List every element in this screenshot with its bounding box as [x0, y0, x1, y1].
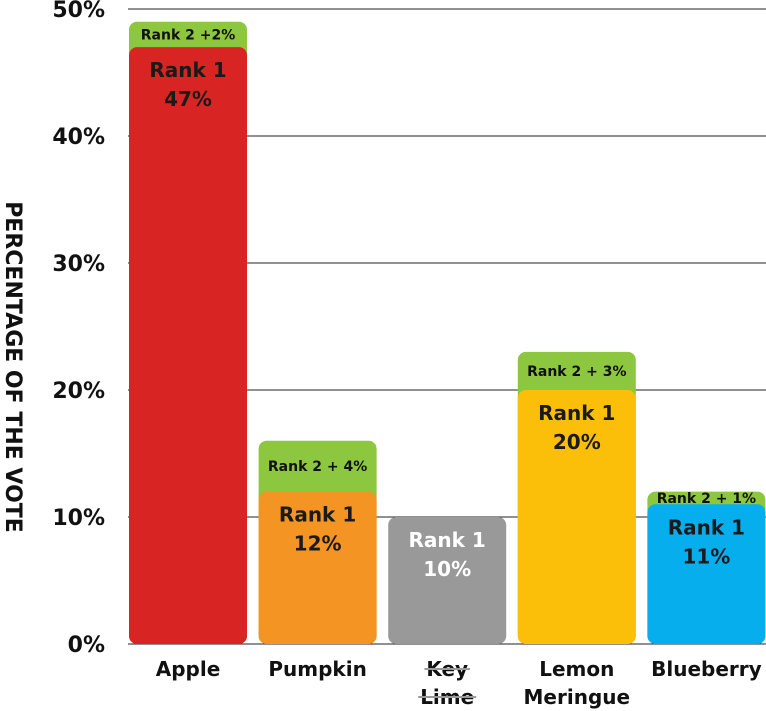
rank1-label: 10%: [423, 557, 471, 581]
category-labels: Apple Pumpkin KeyLimeLemonMeringueBlueberr…: [156, 657, 762, 709]
y-tick-label: 0%: [68, 633, 105, 658]
rank2-label: Rank 2 +2%: [141, 27, 236, 43]
rank2-label: Rank 2 + 4%: [268, 459, 367, 475]
rank1-label: 20%: [553, 430, 601, 454]
y-tick-label: 20%: [52, 379, 105, 404]
y-tick-label: 50%: [52, 0, 105, 23]
category-label: Blueberry: [651, 657, 762, 681]
y-tick-labels: 0% 10% 20% 30% 40% 50%: [52, 0, 105, 658]
category-label: Pumpkin: [268, 657, 366, 681]
y-axis-label: PERCENTAGE OF THE VOTE: [0, 201, 25, 533]
y-axis-label-group: PERCENTAGE OF THE VOTE: [0, 201, 25, 533]
y-tick-label: 40%: [52, 125, 105, 150]
y-tick-label: 30%: [52, 252, 105, 277]
rank2-label: Rank 2 + 1%: [657, 491, 756, 507]
rank1-label: 11%: [682, 544, 730, 568]
y-tick-label: 10%: [52, 506, 105, 531]
category-label: Lemon: [539, 657, 614, 681]
rank1-bar: [388, 517, 507, 644]
category-label: Meringue: [524, 685, 631, 709]
rank1-bar: [517, 390, 636, 644]
rank1-label: Rank 1: [538, 401, 615, 425]
rank2-label: Rank 2 + 3%: [527, 364, 626, 380]
rank1-label: 47%: [164, 87, 212, 111]
rank1-label: Rank 1: [668, 515, 745, 539]
rank1-bar: [258, 491, 377, 644]
rank1-label: Rank 1: [279, 503, 356, 527]
rank1-label: 12%: [294, 532, 342, 556]
rank1-bar: [647, 504, 766, 644]
rank1-label: Rank 1: [149, 58, 226, 82]
rank1-bar: [129, 47, 247, 645]
category-label: Apple: [156, 657, 221, 681]
rank1-label: Rank 1: [409, 528, 486, 552]
bars: Rank 2 +2% Rank 1 47% Rank 2 + 4% Rank 1 12% R…: [129, 21, 766, 645]
